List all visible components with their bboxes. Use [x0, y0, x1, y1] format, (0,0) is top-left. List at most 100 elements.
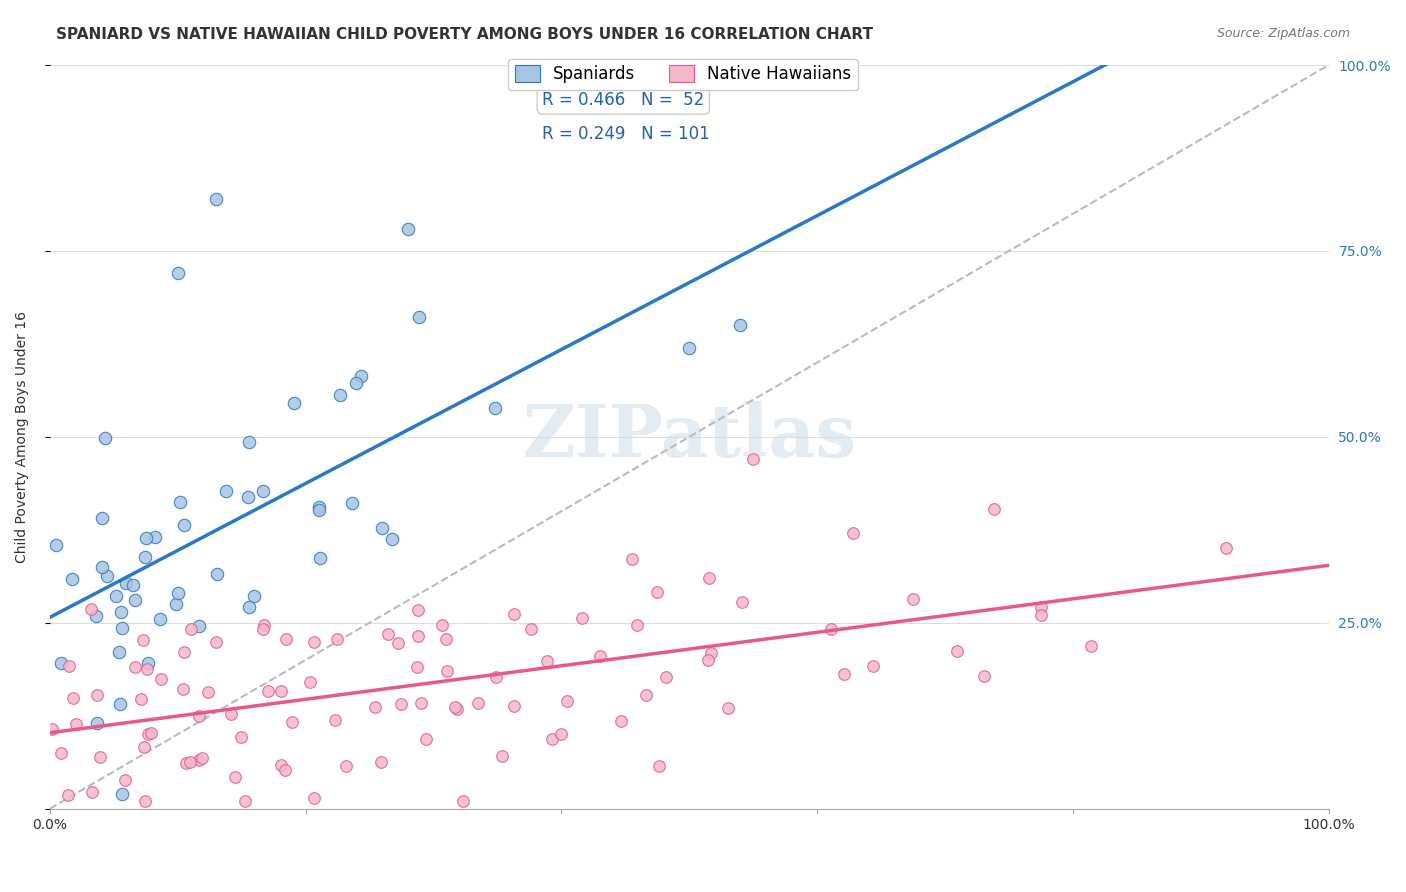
Native Hawaiians	[174, 756, 197, 770]
Spaniards	[308, 503, 330, 517]
Native Hawaiians	[820, 622, 842, 636]
Native Hawaiians	[252, 622, 274, 636]
Native Hawaiians	[589, 648, 612, 663]
Native Hawaiians	[645, 584, 668, 599]
Native Hawaiians	[173, 645, 195, 659]
Y-axis label: Child Poverty Among Boys Under 16: Child Poverty Among Boys Under 16	[15, 311, 30, 563]
Native Hawaiians	[58, 658, 80, 673]
Native Hawaiians	[903, 591, 925, 606]
Native Hawaiians	[135, 662, 157, 676]
Native Hawaiians	[188, 709, 211, 723]
Native Hawaiians	[742, 452, 765, 467]
Native Hawaiians	[654, 670, 676, 684]
Native Hawaiians	[389, 698, 412, 712]
Native Hawaiians	[134, 794, 156, 808]
Native Hawaiians	[180, 622, 202, 636]
Native Hawaiians	[1080, 639, 1102, 653]
Spaniards	[408, 310, 430, 325]
Spaniards	[370, 521, 392, 535]
Spaniards	[173, 518, 195, 533]
Native Hawaiians	[699, 646, 721, 660]
Native Hawaiians	[132, 739, 155, 754]
Spaniards	[166, 266, 188, 280]
Native Hawaiians	[191, 750, 214, 764]
Spaniards	[108, 644, 131, 658]
Native Hawaiians	[65, 716, 87, 731]
Native Hawaiians	[405, 659, 427, 673]
Native Hawaiians	[274, 632, 297, 646]
Native Hawaiians	[1215, 541, 1237, 556]
Native Hawaiians	[436, 664, 458, 678]
Native Hawaiians	[697, 571, 720, 585]
Native Hawaiians	[49, 746, 72, 760]
Spaniards	[110, 605, 132, 619]
Native Hawaiians	[132, 633, 155, 648]
Spaniards	[111, 787, 134, 801]
Native Hawaiians	[114, 773, 136, 788]
Native Hawaiians	[89, 750, 111, 764]
Native Hawaiians	[281, 715, 304, 730]
Native Hawaiians	[86, 688, 108, 702]
Spaniards	[205, 566, 228, 581]
Native Hawaiians	[434, 632, 457, 646]
Native Hawaiians	[229, 731, 252, 745]
Spaniards	[111, 621, 134, 635]
Native Hawaiians	[205, 635, 228, 649]
Native Hawaiians	[550, 727, 572, 741]
Text: Source: ZipAtlas.com: Source: ZipAtlas.com	[1216, 27, 1350, 40]
Native Hawaiians	[377, 627, 399, 641]
Spaniards	[396, 221, 419, 235]
Native Hawaiians	[467, 696, 489, 710]
Spaniards	[283, 395, 305, 409]
Native Hawaiians	[364, 699, 387, 714]
Spaniards	[45, 538, 67, 552]
Native Hawaiians	[253, 618, 276, 632]
Native Hawaiians	[387, 636, 409, 650]
Spaniards	[236, 490, 259, 504]
Native Hawaiians	[139, 725, 162, 739]
Spaniards	[104, 589, 127, 603]
Legend: Spaniards, Native Hawaiians: Spaniards, Native Hawaiians	[508, 59, 858, 90]
Native Hawaiians	[610, 714, 633, 728]
Native Hawaiians	[323, 714, 346, 728]
Native Hawaiians	[626, 618, 648, 632]
Native Hawaiians	[620, 552, 643, 566]
Native Hawaiians	[136, 727, 159, 741]
Native Hawaiians	[172, 681, 194, 696]
Native Hawaiians	[503, 607, 526, 621]
Spaniards	[329, 388, 352, 402]
Native Hawaiians	[536, 655, 558, 669]
Native Hawaiians	[945, 644, 967, 658]
Native Hawaiians	[270, 758, 292, 772]
Native Hawaiians	[406, 603, 429, 617]
Native Hawaiians	[411, 696, 433, 710]
Spaniards	[188, 619, 211, 633]
Spaniards	[350, 369, 373, 384]
Native Hawaiians	[451, 794, 474, 808]
Native Hawaiians	[731, 595, 754, 609]
Native Hawaiians	[983, 502, 1005, 516]
Spaniards	[124, 593, 146, 607]
Native Hawaiians	[197, 684, 219, 698]
Spaniards	[91, 510, 114, 524]
Spaniards	[165, 598, 187, 612]
Spaniards	[86, 715, 108, 730]
Native Hawaiians	[862, 659, 884, 673]
Native Hawaiians	[129, 692, 152, 706]
Native Hawaiians	[555, 694, 578, 708]
Native Hawaiians	[304, 635, 326, 649]
Native Hawaiians	[502, 698, 524, 713]
Native Hawaiians	[219, 706, 242, 721]
Native Hawaiians	[82, 785, 104, 799]
Native Hawaiians	[124, 659, 146, 673]
Native Hawaiians	[233, 794, 256, 808]
Native Hawaiians	[444, 699, 467, 714]
Native Hawaiians	[298, 675, 321, 690]
Native Hawaiians	[697, 653, 720, 667]
Spaniards	[215, 484, 238, 499]
Spaniards	[205, 192, 228, 206]
Native Hawaiians	[370, 755, 392, 769]
Text: R = 0.249   N = 101: R = 0.249 N = 101	[543, 125, 710, 143]
Native Hawaiians	[80, 601, 103, 615]
Spaniards	[49, 656, 72, 670]
